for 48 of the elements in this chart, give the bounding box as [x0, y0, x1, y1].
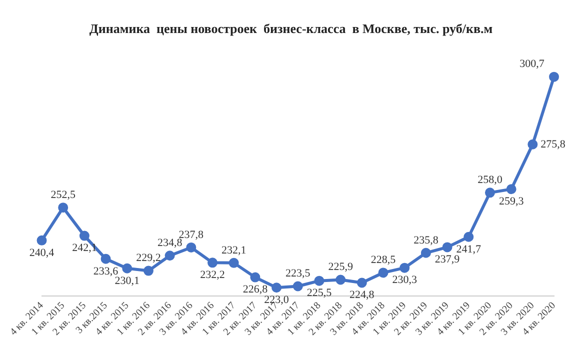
point — [378, 268, 388, 278]
data-label: 275,8 — [540, 138, 566, 150]
point — [400, 262, 410, 273]
data-label: 241,7 — [456, 243, 482, 256]
chart-title: Динамика цены новостроек бизнес-класса в Москве, тыс. руб/кв.м — [89, 21, 493, 36]
point — [442, 242, 452, 252]
point — [250, 272, 260, 282]
point — [164, 250, 175, 261]
point — [122, 263, 132, 274]
data-label: 252,5 — [50, 188, 76, 201]
point — [420, 248, 431, 258]
point — [79, 230, 90, 241]
data-label: 237,9 — [434, 254, 460, 266]
data-label: 229,2 — [136, 252, 161, 264]
point — [36, 235, 47, 246]
data-label: 258,0 — [478, 174, 503, 186]
data-label: 242,1 — [72, 242, 97, 254]
data-label: 232,2 — [200, 269, 225, 282]
point — [186, 242, 196, 252]
point — [143, 266, 154, 276]
point — [528, 139, 538, 150]
data-label: 223,5 — [286, 268, 311, 280]
data-label: 230,1 — [114, 274, 140, 287]
data-label: 240,4 — [29, 246, 55, 259]
point — [292, 281, 303, 292]
point — [100, 254, 111, 264]
point — [58, 202, 68, 213]
point — [272, 282, 282, 293]
data-label: 230,3 — [392, 274, 418, 286]
point — [314, 276, 324, 286]
data-label: 235,8 — [414, 234, 439, 246]
point — [484, 188, 495, 198]
point — [464, 232, 474, 242]
data-label: 259,3 — [498, 196, 524, 208]
point — [549, 72, 559, 82]
point — [228, 258, 239, 268]
data-label: 225,5 — [306, 287, 332, 300]
point — [336, 274, 346, 285]
data-label: 226,8 — [242, 284, 268, 296]
data-label: 224,8 — [350, 289, 375, 302]
data-label: 233,6 — [93, 265, 119, 278]
point — [506, 184, 516, 194]
point — [208, 258, 218, 268]
data-label: 225,9 — [328, 261, 354, 274]
data-label: 228,5 — [370, 254, 396, 266]
data-label: 300,7 — [520, 58, 545, 70]
point — [356, 278, 367, 288]
data-label: 232,1 — [221, 244, 246, 256]
